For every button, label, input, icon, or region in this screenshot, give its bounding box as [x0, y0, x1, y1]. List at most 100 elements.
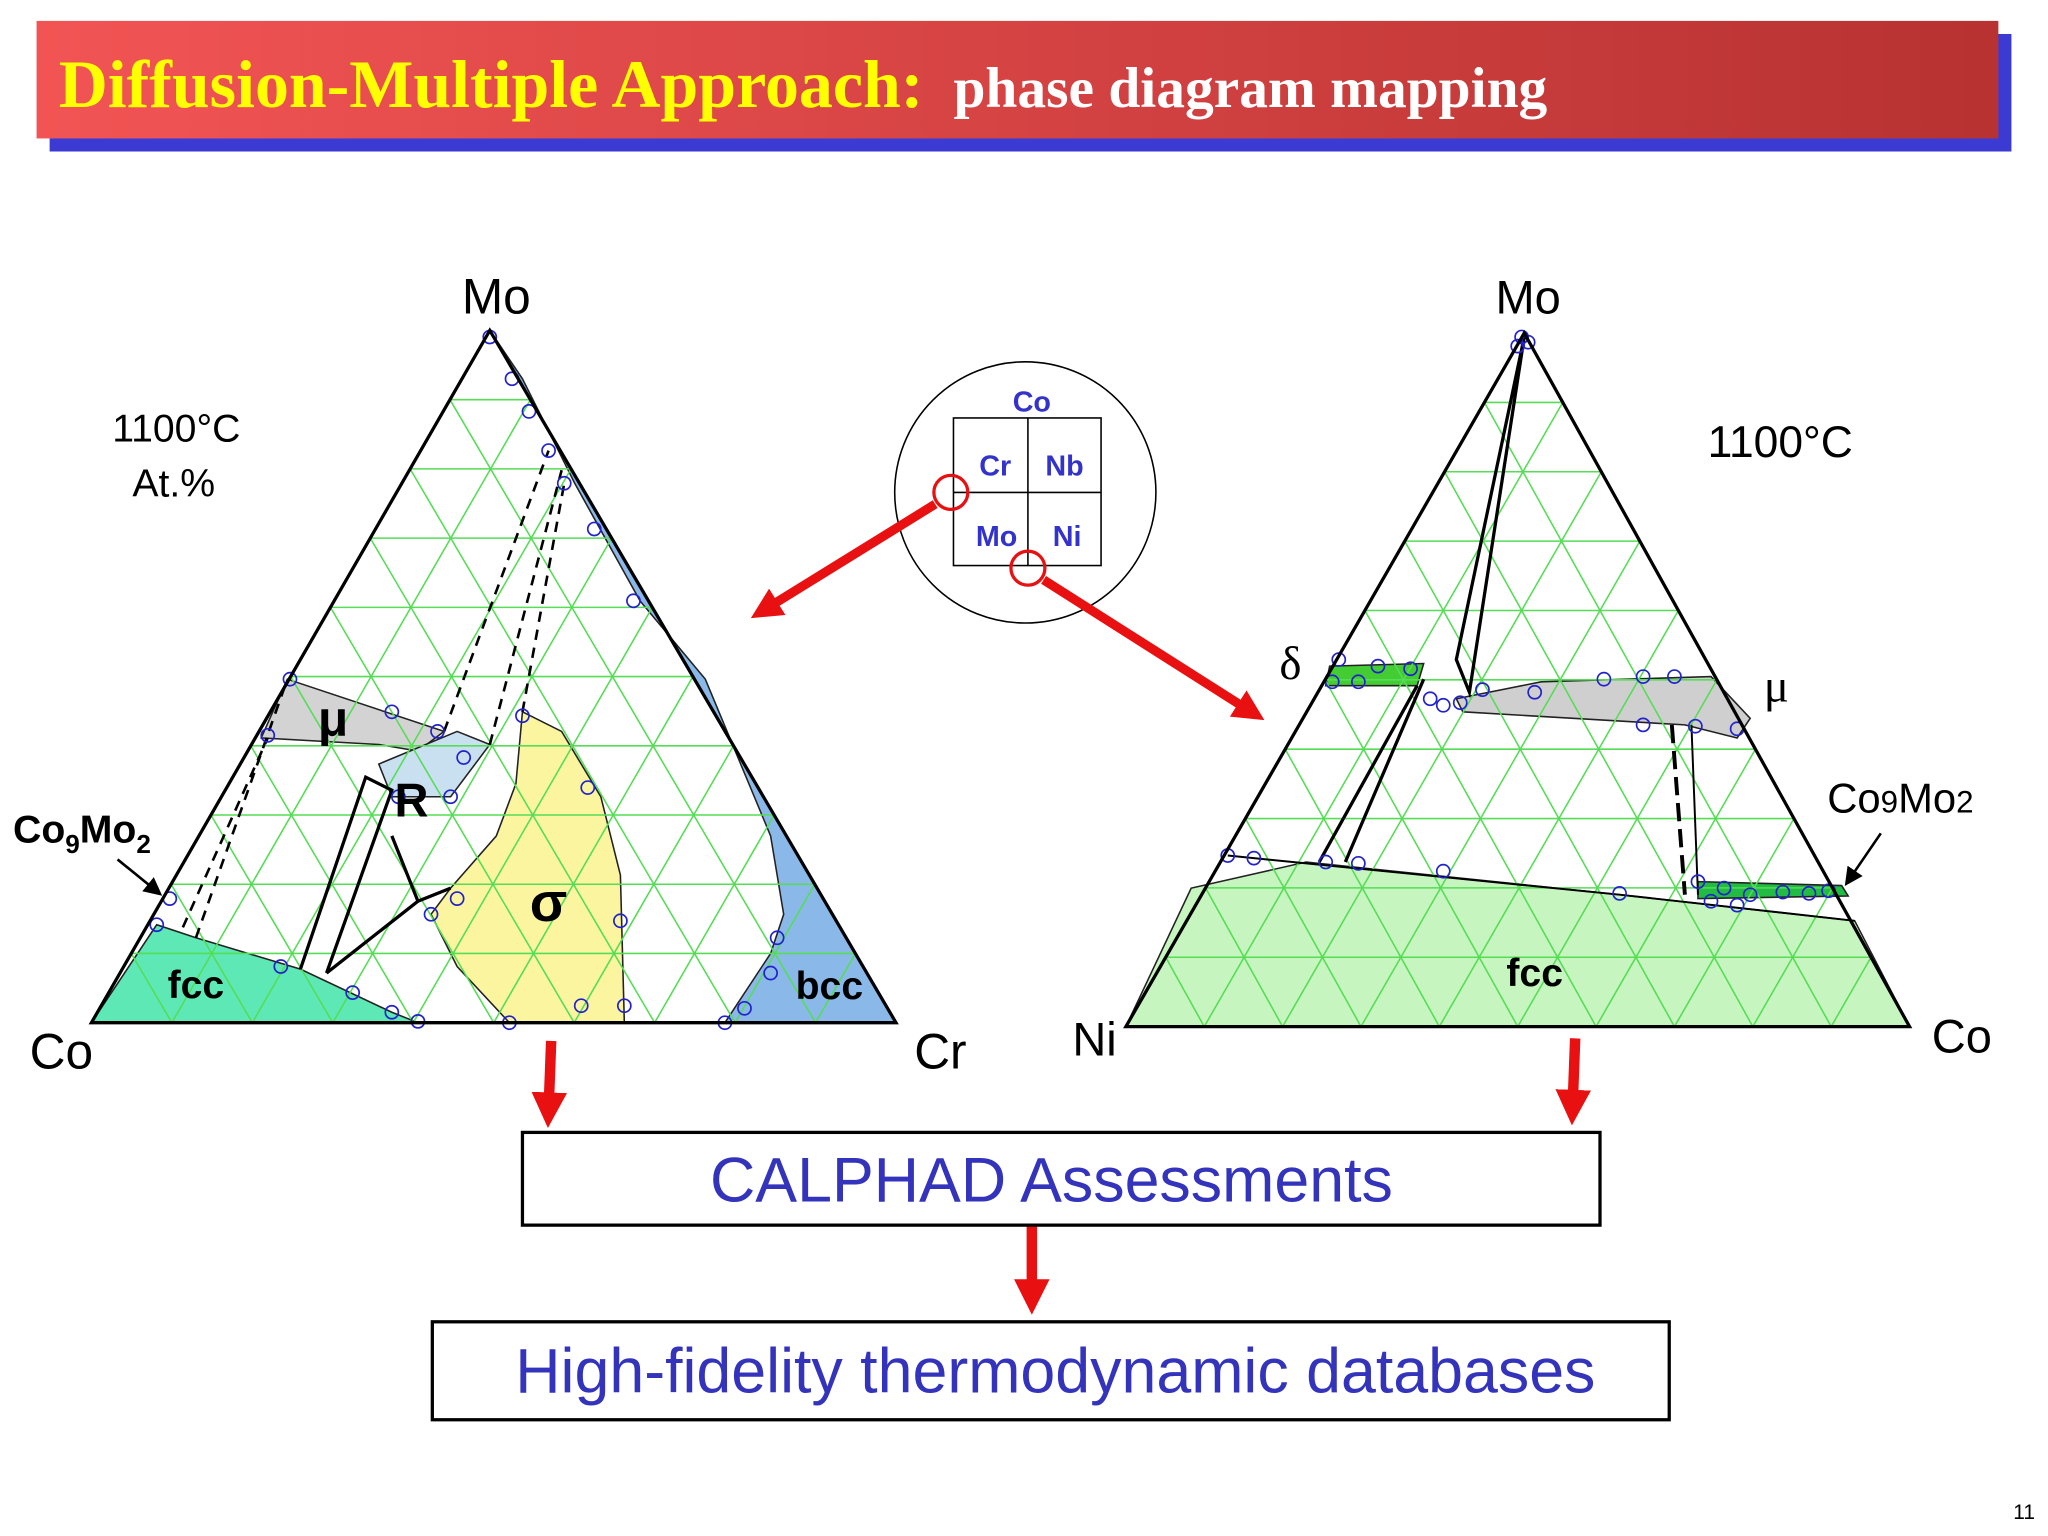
grid-line [1360, 540, 1641, 1028]
header-bar [36, 20, 1999, 139]
data-point [1527, 684, 1543, 700]
data-point [384, 704, 400, 720]
flow-text: CALPHAD Assessments [710, 1146, 1393, 1216]
data-point [430, 724, 445, 739]
data-point [1612, 886, 1627, 901]
grid-line [369, 537, 656, 1024]
data-point [1742, 887, 1758, 903]
data-point [1775, 884, 1791, 900]
grid-line [171, 399, 532, 1024]
data-point [384, 1004, 400, 1020]
data-point [613, 913, 628, 929]
data-point [423, 906, 439, 922]
sample-label: Ni [1053, 521, 1082, 553]
data-point [1435, 697, 1451, 713]
left-ternary [88, 327, 899, 1031]
grid-line [130, 953, 173, 1024]
corner-label: Mo [462, 268, 531, 324]
phase-label: σ [530, 871, 568, 933]
grid-line [210, 814, 334, 1024]
compound-part: Co [13, 808, 65, 851]
data-point [1690, 874, 1706, 890]
sample-marker [932, 473, 970, 512]
triangle-frame [1123, 329, 1913, 1029]
phase-boundary [521, 483, 566, 713]
data-point [1635, 717, 1651, 733]
data-point [573, 998, 589, 1014]
data-point [1687, 718, 1703, 734]
data-point [763, 965, 778, 981]
pointer-arrow [1844, 832, 1882, 886]
data-point [1370, 658, 1386, 674]
data-point [1403, 661, 1418, 677]
phase-label: μ [318, 690, 348, 746]
compound-label: Co9Mo2 [13, 808, 151, 858]
data-point [1520, 334, 1536, 350]
grid-line [251, 468, 572, 1024]
grid-line [1203, 402, 1564, 1028]
triangle-frame [88, 327, 899, 1025]
data-point [580, 780, 596, 795]
data-point [769, 930, 785, 946]
data-point [1350, 855, 1366, 871]
phase-label: δ [1279, 638, 1301, 690]
compound-label: Co9Mo2 [1827, 774, 1973, 821]
phase-region [260, 678, 446, 752]
grid-line [332, 537, 613, 1024]
temperature: 1100°C [1708, 418, 1853, 467]
data-point [273, 959, 289, 974]
data-point [1635, 669, 1651, 684]
phase-boundary [194, 678, 289, 939]
data-point [1350, 674, 1366, 690]
grid-line [1244, 818, 1362, 1027]
pointer-arrow [116, 858, 163, 896]
data-point [1435, 863, 1451, 879]
compound-sub: 9 [1881, 784, 1898, 819]
units: At.% [132, 462, 215, 505]
grid-line [409, 468, 736, 1024]
data-point [1667, 669, 1682, 684]
sample-circle [893, 361, 1157, 624]
phase-boundary [390, 835, 420, 902]
data-point [1716, 880, 1732, 896]
corner-label: Ni [1072, 1012, 1116, 1065]
corner-label: Mo [1496, 270, 1561, 323]
data-point [456, 750, 472, 765]
data-point [1801, 886, 1817, 901]
corner-label: Cr [914, 1023, 966, 1079]
grid-line [289, 676, 495, 1024]
right-ternary [1123, 329, 1913, 1029]
data-point [390, 789, 406, 805]
data-point [1246, 850, 1262, 866]
compound-sub: 2 [1956, 784, 1973, 819]
compound-part: Mo [1898, 774, 1956, 821]
grid-line [1517, 679, 1718, 1028]
phase-label: μ [1764, 660, 1789, 712]
data-point [1422, 691, 1438, 707]
subtitle: phase diagram mapping [953, 57, 1547, 120]
compound-sub: 2 [136, 829, 151, 859]
phase-region [377, 730, 492, 798]
arrow [1041, 576, 1265, 721]
phase-boundary [181, 737, 269, 928]
grid-line [1281, 471, 1602, 1028]
data-point [626, 593, 641, 609]
sample-label: Cr [979, 450, 1011, 482]
arrow [531, 1040, 567, 1128]
data-point [737, 1000, 752, 1016]
data-point [1318, 854, 1334, 870]
sample-marker [1009, 549, 1047, 587]
labels: Mo Co Cr 1100°C At.% μ R σ fcc bcc Co9Mo… [13, 268, 2035, 1524]
sample-label: Mo [976, 521, 1017, 553]
grid-line [493, 676, 694, 1024]
compound-part: Mo [80, 808, 137, 851]
data-point [443, 789, 458, 805]
grid-line [653, 814, 775, 1024]
sample-label: Nb [1045, 450, 1083, 482]
grid-line [1673, 818, 1795, 1028]
data-point [260, 727, 276, 743]
data-point [345, 985, 361, 1001]
corner-label: Co [1932, 1010, 1992, 1063]
